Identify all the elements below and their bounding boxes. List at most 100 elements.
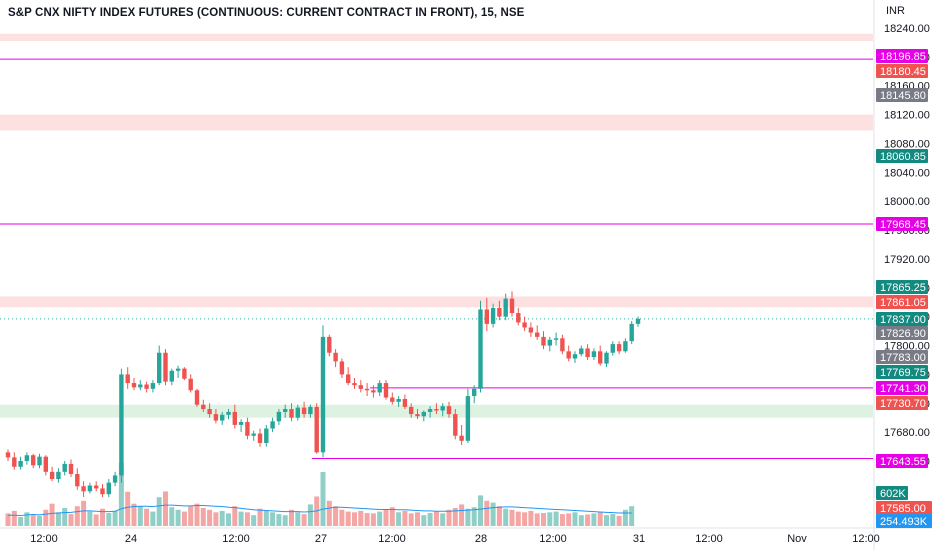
candle-body — [169, 370, 174, 382]
volume-bar — [30, 515, 36, 526]
candle-body — [371, 390, 376, 393]
candle-body — [125, 374, 130, 384]
horizontal-lines-layer — [0, 58, 873, 459]
candle-body — [62, 463, 67, 472]
zone-red-2 — [0, 296, 873, 308]
candle-body — [257, 433, 263, 443]
candle-body — [75, 473, 80, 487]
candle-body — [446, 406, 452, 415]
volume-bar — [604, 515, 609, 526]
candle-body — [352, 383, 357, 386]
candle-body — [220, 414, 225, 421]
volume-bar — [465, 508, 471, 526]
volume-label-text: 17585.00 — [880, 503, 926, 515]
volume-bar — [427, 513, 433, 526]
volume-bar — [169, 507, 175, 526]
candle-body — [509, 298, 515, 314]
volume-bar — [37, 515, 42, 526]
x-tick-label: 12:00 — [695, 533, 723, 545]
candle-body — [364, 388, 370, 391]
candle-body — [308, 406, 313, 415]
volume-bar — [547, 512, 553, 526]
candle-body — [188, 378, 193, 391]
price-label-text: 18196.85 — [880, 51, 926, 63]
x-tick-label: 12:00 — [378, 533, 406, 545]
candle-body — [623, 341, 628, 352]
price-label-tag — [876, 365, 928, 379]
volume-bar — [591, 513, 597, 526]
volume-bar — [389, 507, 395, 526]
price-label-text: 17730.70 — [880, 398, 926, 410]
volume-bar — [484, 500, 490, 526]
volume-bar — [219, 510, 225, 526]
chart-title: S&P CNX NIFTY INDEX FUTURES (CONTINUOUS:… — [8, 7, 525, 19]
volume-bar — [11, 510, 17, 526]
volume-bar — [270, 512, 276, 526]
volume-bar — [144, 508, 150, 526]
candle-body — [56, 471, 61, 480]
candle-body — [5, 452, 11, 458]
candle-body — [37, 456, 42, 466]
volume-bar — [345, 511, 351, 526]
price-label-text: 17783.00 — [880, 352, 926, 364]
volume-bar — [49, 503, 55, 526]
currency-label: INR — [886, 5, 905, 17]
price-label-text: 17643.55 — [880, 456, 926, 468]
volume-label-tag — [876, 486, 908, 500]
volume-bar — [213, 512, 219, 526]
candle-body — [12, 457, 17, 467]
candle-body — [150, 383, 156, 389]
volume-bar — [24, 512, 30, 526]
candle-body — [106, 482, 111, 495]
candle-body — [314, 406, 319, 453]
candle-body — [459, 435, 464, 441]
volume-bar — [175, 509, 181, 526]
candle-body — [635, 318, 641, 324]
volume-layer — [5, 463, 635, 526]
x-tick-label: 28 — [475, 533, 487, 545]
volume-bar — [118, 463, 124, 526]
volume-bar — [509, 509, 515, 526]
volume-bar — [68, 514, 74, 526]
price-label-tag — [876, 396, 928, 410]
candle-body — [472, 388, 477, 397]
volume-bar — [515, 511, 521, 526]
price-label-text: 17865.25 — [880, 282, 926, 294]
candle-body — [112, 475, 118, 483]
candle-body — [100, 488, 105, 495]
volume-bar — [200, 508, 206, 526]
price-label-text: 17826.90 — [880, 328, 926, 340]
volume-bar — [496, 506, 502, 526]
price-label-tag — [876, 280, 928, 294]
volume-bar — [257, 508, 263, 526]
candle-body — [81, 486, 86, 492]
volume-bar — [503, 508, 509, 526]
candle-body — [31, 455, 36, 466]
volume-bar — [301, 514, 307, 526]
volume-bar — [433, 511, 439, 526]
volume-bar — [295, 512, 301, 526]
volume-bar — [137, 506, 143, 526]
y-tick-label: 18120.00 — [884, 110, 930, 122]
volume-bar — [156, 497, 162, 526]
x-tick-label: 24 — [125, 533, 137, 545]
price-label-tag — [876, 64, 928, 78]
volume-bar — [74, 506, 80, 526]
y-tick-label: 17920.00 — [884, 254, 930, 266]
candle-body — [213, 414, 219, 421]
volume-bar — [421, 515, 427, 526]
candle-body — [409, 406, 414, 415]
candle-body — [301, 407, 307, 415]
volume-bar — [232, 506, 238, 526]
candle-body — [320, 336, 326, 453]
volume-bar — [251, 515, 257, 526]
candle-body — [604, 352, 609, 364]
candle-body — [270, 421, 275, 429]
volume-bar — [452, 508, 458, 526]
volume-bar — [125, 491, 131, 526]
candle-body — [94, 485, 99, 489]
volume-bar — [100, 508, 105, 526]
candle-body — [497, 308, 502, 317]
